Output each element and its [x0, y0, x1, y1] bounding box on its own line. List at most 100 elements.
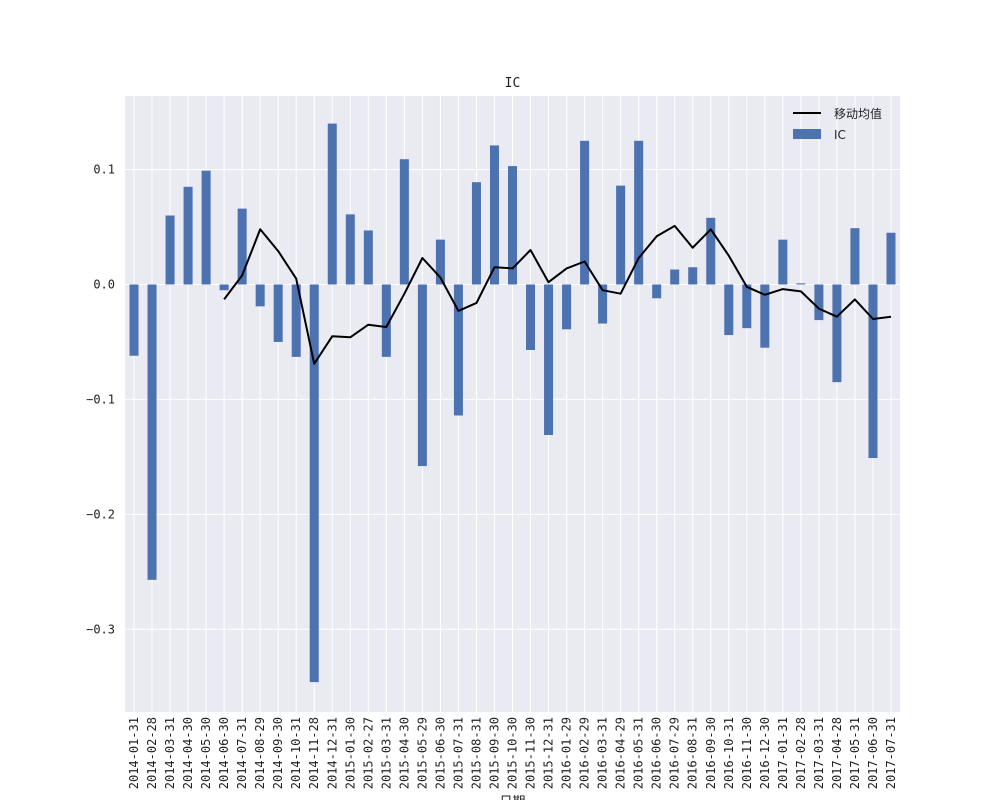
ic-bar [453, 284, 463, 416]
x-tick-label: 2014-09-30 [271, 717, 285, 789]
ic-bar [399, 159, 409, 285]
ic-bar [237, 208, 247, 285]
ic-bar [417, 284, 427, 467]
x-tick-label: 2014-08-29 [253, 717, 267, 789]
x-tick-label: 2016-12-30 [758, 717, 772, 789]
x-tick-label: 2014-12-31 [325, 717, 339, 789]
ic-bar [255, 284, 265, 307]
moving-average-path [223, 224, 892, 365]
x-tick-label: 2014-03-31 [163, 717, 177, 789]
ic-bar [309, 284, 319, 683]
x-tick-label: 2014-01-31 [127, 717, 141, 789]
x-axis-ticks: 2014-01-31 2014-02-28 2014-03-31 2014-04-30… [127, 717, 898, 789]
x-tick-label: 2016-09-30 [704, 717, 718, 789]
x-tick-label: 2014-02-28 [145, 717, 159, 789]
x-tick-label: 2017-01-31 [776, 717, 790, 789]
x-tick-label: 2015-11-30 [524, 717, 538, 789]
y-tick-label: 0.1 [93, 163, 115, 177]
ic-bar [724, 284, 734, 336]
ic-bar [886, 232, 896, 285]
ic-bar [489, 145, 499, 285]
x-axis-label: 日期 [499, 795, 525, 800]
ic-bar [760, 284, 770, 348]
legend-bar-swatch [793, 129, 821, 139]
ic-bar [814, 284, 824, 321]
ic-bar [291, 284, 301, 357]
x-tick-label: 2017-07-31 [884, 717, 898, 789]
y-tick-label: −0.1 [86, 392, 115, 406]
ic-bar [129, 284, 139, 356]
ic-bar [381, 284, 391, 357]
ic-bar [526, 284, 536, 350]
legend-label-moving-average: 移动均值 [834, 106, 882, 121]
y-tick-label: 0.0 [93, 277, 115, 291]
ic-bar [273, 284, 283, 342]
ic-bar [507, 166, 518, 285]
ic-bar [796, 283, 806, 285]
ic-bar [634, 140, 644, 285]
x-tick-label: 2017-02-28 [794, 717, 808, 789]
x-tick-label: 2017-06-30 [866, 717, 880, 789]
x-tick-label: 2016-10-31 [722, 717, 736, 789]
ic-bar [201, 170, 211, 285]
x-tick-label: 2015-03-31 [379, 717, 393, 789]
x-tick-label: 2015-01-30 [343, 717, 357, 789]
x-tick-label: 2016-05-31 [632, 717, 646, 789]
x-tick-label: 2014-10-31 [289, 717, 303, 789]
x-tick-label: 2014-05-30 [199, 717, 213, 789]
x-tick-label: 2015-09-30 [487, 717, 501, 789]
x-tick-label: 2015-10-30 [506, 717, 520, 789]
moving-average-line [223, 224, 892, 365]
x-tick-label: 2016-06-30 [650, 717, 664, 789]
ic-bar [165, 215, 175, 285]
ic-bar [688, 267, 698, 285]
x-tick-label: 2016-04-29 [614, 717, 628, 789]
x-tick-label: 2015-04-30 [397, 717, 411, 789]
ic-bar [345, 214, 355, 285]
ic-bar [706, 217, 716, 285]
x-tick-label: 2014-07-31 [235, 717, 249, 789]
ic-bar [616, 185, 626, 285]
y-tick-label: −0.3 [86, 622, 115, 636]
ic-bar [471, 182, 481, 285]
ic-bar [742, 284, 752, 329]
x-tick-label: 2017-05-31 [848, 717, 862, 789]
y-axis-ticks: 0.1 0.0 −0.1 −0.2 −0.3 [86, 163, 115, 637]
ic-bar [544, 284, 554, 436]
x-tick-label: 2015-08-31 [469, 717, 483, 789]
x-tick-label: 2015-02-27 [361, 717, 375, 789]
ic-bar [327, 123, 337, 285]
ic-bar [850, 228, 860, 285]
bars [129, 123, 896, 683]
ic-bar [435, 239, 445, 285]
x-tick-label: 2016-03-31 [596, 717, 610, 789]
ic-bar [147, 284, 157, 580]
ic-bar [219, 284, 229, 291]
y-tick-label: −0.2 [86, 507, 115, 521]
x-tick-label: 2014-04-30 [181, 717, 195, 789]
legend: 移动均值 IC [793, 106, 882, 142]
ic-bar [652, 284, 662, 299]
x-tick-label: 2017-03-31 [812, 717, 826, 789]
x-tick-label: 2017-04-28 [830, 717, 844, 789]
x-tick-label: 2015-05-29 [415, 717, 429, 789]
x-tick-label: 2016-02-29 [578, 717, 592, 789]
ic-bar [363, 230, 373, 285]
ic-bar [598, 284, 608, 324]
x-tick-label: 2014-11-28 [307, 717, 321, 789]
ic-bar [868, 284, 878, 459]
chart-title: IC [505, 76, 521, 91]
ic-bar [562, 284, 572, 330]
ic-bar [832, 284, 842, 383]
x-tick-label: 2016-08-31 [686, 717, 700, 789]
x-tick-label: 2016-01-29 [560, 717, 574, 789]
ic-bar [778, 239, 788, 285]
ic-bar [183, 186, 193, 285]
x-tick-label: 2016-07-29 [668, 717, 682, 789]
ic-bar [670, 269, 680, 285]
x-tick-label: 2016-11-30 [740, 717, 754, 789]
x-tick-label: 2015-06-30 [433, 717, 447, 789]
ic-bar [580, 140, 590, 285]
x-tick-label: 2015-12-31 [542, 717, 556, 789]
